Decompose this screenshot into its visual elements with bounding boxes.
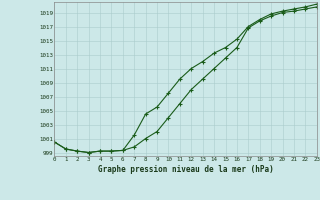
X-axis label: Graphe pression niveau de la mer (hPa): Graphe pression niveau de la mer (hPa): [98, 165, 274, 174]
